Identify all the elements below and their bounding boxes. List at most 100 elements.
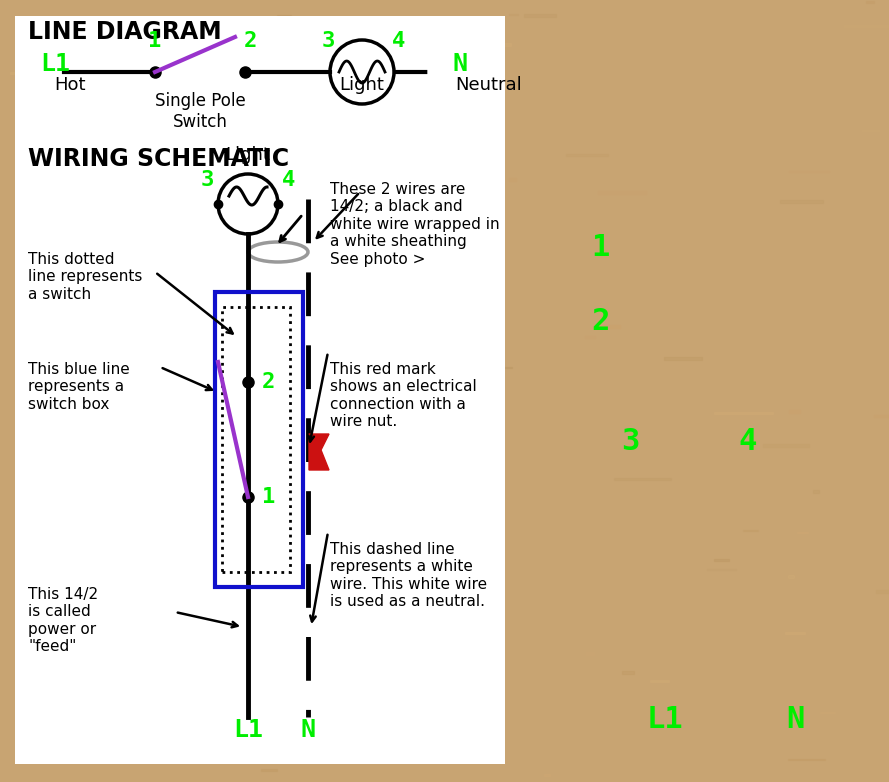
- Bar: [780, 200, 823, 203]
- Bar: [84, 490, 126, 492]
- Bar: [789, 411, 800, 413]
- Bar: [714, 559, 729, 561]
- Bar: [585, 335, 595, 338]
- Bar: [260, 769, 276, 771]
- Text: WIRING SCHEMATIC: WIRING SCHEMATIC: [28, 147, 289, 171]
- Bar: [210, 579, 217, 582]
- Text: Neutral: Neutral: [455, 76, 522, 94]
- Bar: [214, 245, 252, 248]
- Bar: [215, 292, 303, 587]
- Text: Hot: Hot: [54, 76, 85, 94]
- Bar: [565, 153, 608, 156]
- Bar: [264, 451, 283, 454]
- Bar: [414, 356, 435, 357]
- Bar: [493, 367, 512, 368]
- Bar: [874, 414, 889, 417]
- Text: 2: 2: [591, 307, 609, 336]
- Bar: [96, 755, 136, 758]
- Bar: [276, 15, 292, 16]
- Text: 2: 2: [244, 31, 257, 51]
- Bar: [124, 308, 158, 310]
- Bar: [509, 178, 516, 181]
- Text: 3: 3: [621, 428, 639, 457]
- Bar: [862, 130, 879, 131]
- Text: These 2 wires are
14/2; a black and
white wire wrapped in
a white sheathing
See : These 2 wires are 14/2; a black and whit…: [330, 182, 500, 267]
- Bar: [429, 395, 438, 396]
- Bar: [222, 350, 267, 353]
- Text: LINE DIAGRAM: LINE DIAGRAM: [28, 20, 221, 44]
- Bar: [89, 421, 112, 423]
- Bar: [196, 224, 245, 226]
- Text: Light: Light: [226, 146, 270, 164]
- Text: 1: 1: [591, 232, 609, 261]
- Bar: [763, 444, 809, 447]
- Bar: [62, 617, 105, 619]
- Bar: [63, 532, 115, 533]
- Bar: [485, 43, 511, 46]
- Text: This red mark
shows an electrical
connection with a
wire nut.: This red mark shows an electrical connec…: [330, 362, 477, 429]
- Bar: [877, 590, 889, 593]
- Bar: [664, 357, 701, 360]
- Text: L1: L1: [233, 718, 263, 742]
- Bar: [72, 446, 115, 447]
- Bar: [447, 329, 479, 331]
- Text: L1: L1: [646, 705, 684, 734]
- Bar: [420, 645, 450, 647]
- Bar: [16, 394, 31, 396]
- Bar: [316, 188, 322, 189]
- Bar: [125, 152, 134, 155]
- Bar: [66, 499, 77, 502]
- Bar: [107, 516, 164, 518]
- Text: 4: 4: [282, 170, 295, 190]
- Text: 3: 3: [321, 31, 334, 51]
- Bar: [441, 237, 465, 240]
- Text: N: N: [300, 718, 316, 742]
- Bar: [333, 36, 378, 38]
- Bar: [314, 542, 327, 543]
- Text: 2: 2: [262, 372, 276, 392]
- Text: L1: L1: [40, 52, 70, 76]
- Text: 1: 1: [148, 31, 162, 51]
- Bar: [10, 73, 20, 74]
- Bar: [707, 569, 736, 570]
- Bar: [785, 632, 805, 634]
- Bar: [230, 262, 252, 264]
- Text: 3: 3: [201, 170, 214, 190]
- Text: Light: Light: [340, 76, 384, 94]
- Bar: [595, 325, 621, 328]
- Bar: [192, 294, 202, 295]
- Bar: [789, 171, 829, 172]
- Bar: [544, 774, 550, 777]
- Bar: [789, 575, 794, 578]
- Bar: [446, 156, 486, 158]
- Text: 4: 4: [392, 31, 405, 51]
- Text: This dotted
line represents
a switch: This dotted line represents a switch: [28, 252, 142, 302]
- Bar: [379, 605, 405, 608]
- Bar: [359, 730, 378, 731]
- Bar: [15, 16, 505, 764]
- Text: This dashed line
represents a white
wire. This white wire
is used as a neutral.: This dashed line represents a white wire…: [330, 542, 487, 609]
- Bar: [525, 14, 557, 16]
- Bar: [509, 14, 518, 16]
- Text: N: N: [452, 52, 467, 76]
- Bar: [104, 668, 151, 670]
- Text: N: N: [786, 705, 805, 734]
- Bar: [598, 191, 646, 194]
- Bar: [475, 392, 501, 393]
- Bar: [866, 1, 874, 3]
- Text: Single Pole
Switch: Single Pole Switch: [155, 92, 245, 131]
- Bar: [222, 307, 290, 572]
- Bar: [29, 510, 69, 512]
- Bar: [35, 543, 69, 545]
- Bar: [260, 493, 290, 496]
- Bar: [268, 557, 275, 559]
- Bar: [244, 613, 269, 614]
- Bar: [813, 490, 819, 493]
- Text: This blue line
represents a
switch box: This blue line represents a switch box: [28, 362, 130, 412]
- Bar: [789, 759, 825, 760]
- Bar: [820, 712, 836, 713]
- Bar: [460, 266, 488, 268]
- Bar: [622, 671, 634, 674]
- Polygon shape: [309, 434, 329, 470]
- Text: This 14/2
is called
power or
"feed": This 14/2 is called power or "feed": [28, 587, 98, 655]
